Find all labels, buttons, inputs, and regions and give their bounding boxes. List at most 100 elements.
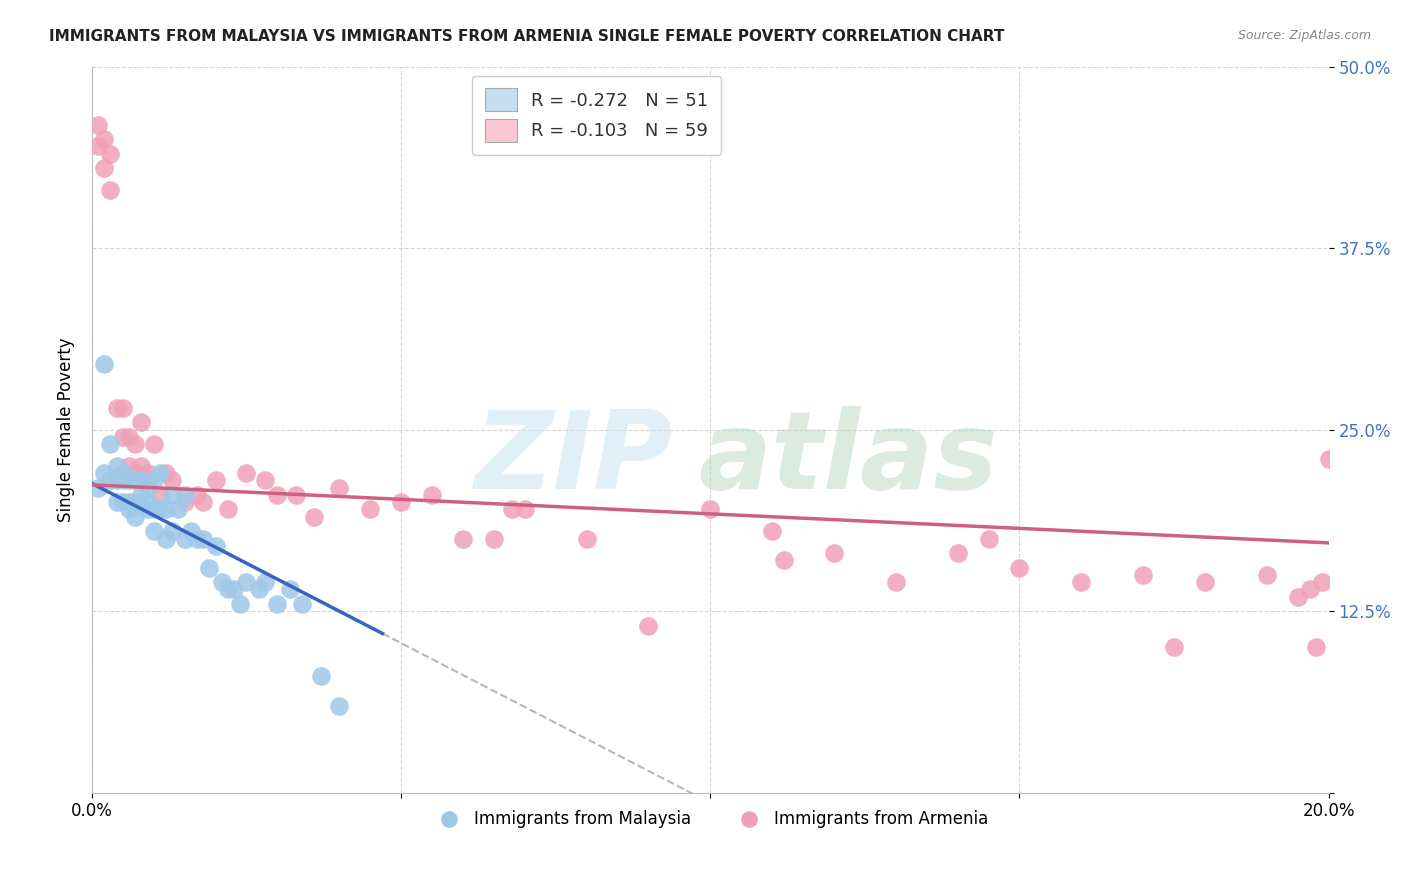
Point	[204, 539, 226, 553]
Point	[217, 582, 239, 597]
Point	[124, 495, 146, 509]
Point	[186, 488, 208, 502]
Point	[451, 532, 474, 546]
Point	[87, 139, 110, 153]
Point	[136, 474, 159, 488]
Point	[328, 698, 350, 713]
Point	[173, 532, 195, 546]
Point	[155, 502, 177, 516]
Point	[235, 575, 257, 590]
Text: atlas: atlas	[697, 406, 997, 512]
Point	[105, 495, 128, 509]
Point	[155, 532, 177, 546]
Point	[699, 502, 721, 516]
Point	[124, 509, 146, 524]
Point	[111, 495, 134, 509]
Point	[637, 618, 659, 632]
Point	[328, 481, 350, 495]
Point	[136, 495, 159, 509]
Point	[253, 575, 276, 590]
Point	[173, 495, 195, 509]
Point	[389, 495, 412, 509]
Point	[118, 495, 141, 509]
Point	[142, 502, 165, 516]
Point	[149, 488, 172, 502]
Point	[131, 488, 153, 502]
Point	[180, 524, 202, 539]
Point	[162, 488, 184, 502]
Point	[100, 437, 122, 451]
Point	[100, 183, 122, 197]
Text: ZIP: ZIP	[475, 406, 673, 512]
Point	[118, 458, 141, 473]
Point	[149, 502, 172, 516]
Point	[1070, 575, 1092, 590]
Point	[222, 582, 245, 597]
Point	[131, 474, 153, 488]
Point	[136, 481, 159, 495]
Point	[204, 474, 226, 488]
Point	[93, 466, 115, 480]
Point	[247, 582, 270, 597]
Point	[149, 466, 172, 480]
Point	[761, 524, 783, 539]
Point	[111, 430, 134, 444]
Point	[118, 502, 141, 516]
Point	[229, 597, 252, 611]
Point	[124, 466, 146, 480]
Point	[211, 575, 233, 590]
Point	[884, 575, 907, 590]
Point	[309, 669, 332, 683]
Text: Source: ZipAtlas.com: Source: ZipAtlas.com	[1237, 29, 1371, 43]
Point	[198, 560, 221, 574]
Point	[142, 524, 165, 539]
Point	[87, 481, 110, 495]
Point	[1132, 567, 1154, 582]
Point	[235, 466, 257, 480]
Point	[167, 502, 190, 516]
Point	[118, 474, 141, 488]
Point	[191, 495, 214, 509]
Point	[501, 502, 523, 516]
Point	[278, 582, 301, 597]
Point	[266, 597, 288, 611]
Point	[111, 401, 134, 415]
Point	[359, 502, 381, 516]
Point	[823, 546, 845, 560]
Point	[186, 532, 208, 546]
Point	[173, 488, 195, 502]
Point	[162, 524, 184, 539]
Point	[162, 474, 184, 488]
Y-axis label: Single Female Poverty: Single Female Poverty	[58, 337, 75, 522]
Point	[946, 546, 969, 560]
Text: IMMIGRANTS FROM MALAYSIA VS IMMIGRANTS FROM ARMENIA SINGLE FEMALE POVERTY CORREL: IMMIGRANTS FROM MALAYSIA VS IMMIGRANTS F…	[49, 29, 1004, 45]
Point	[1305, 640, 1327, 655]
Point	[773, 553, 796, 567]
Point	[217, 502, 239, 516]
Point	[1312, 575, 1334, 590]
Point	[482, 532, 505, 546]
Point	[118, 430, 141, 444]
Point	[131, 458, 153, 473]
Legend: Immigrants from Malaysia, Immigrants from Armenia: Immigrants from Malaysia, Immigrants fro…	[426, 804, 995, 835]
Point	[105, 458, 128, 473]
Point	[1299, 582, 1322, 597]
Point	[142, 437, 165, 451]
Point	[100, 474, 122, 488]
Point	[1163, 640, 1185, 655]
Point	[100, 146, 122, 161]
Point	[136, 502, 159, 516]
Point	[136, 466, 159, 480]
Point	[131, 416, 153, 430]
Point	[124, 437, 146, 451]
Point	[1008, 560, 1031, 574]
Point	[105, 474, 128, 488]
Point	[291, 597, 314, 611]
Point	[155, 466, 177, 480]
Point	[111, 474, 134, 488]
Point	[420, 488, 443, 502]
Point	[284, 488, 307, 502]
Point	[105, 401, 128, 415]
Point	[253, 474, 276, 488]
Point	[513, 502, 536, 516]
